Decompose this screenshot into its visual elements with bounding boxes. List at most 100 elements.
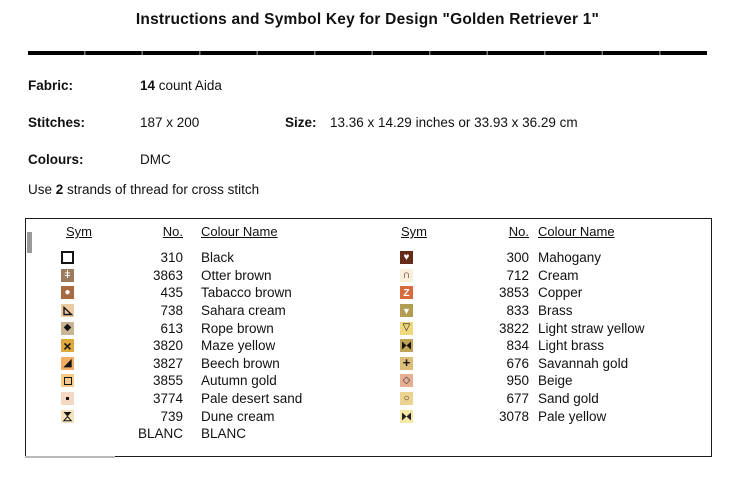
- size-value: 13.36 x 14.29 inches or 33.93 x 36.29 cm: [330, 115, 578, 130]
- key-row: × 3820 Maze yellow: [61, 337, 302, 355]
- key-row: Z 3853 Copper: [400, 284, 645, 302]
- colour-name: Savannah gold: [538, 355, 629, 371]
- header-name-right: Colour Name: [538, 224, 615, 239]
- colour-number: 677: [506, 391, 529, 407]
- symbol-cell: [61, 409, 75, 423]
- header-sym-right: Sym: [401, 224, 427, 239]
- symbol-glyph: ○: [403, 392, 410, 404]
- fabric-label: Fabric:: [28, 78, 74, 93]
- symbol-glyph: ◢: [63, 357, 72, 370]
- colours-row: Colours: DMC: [28, 152, 171, 167]
- colour-number: 613: [160, 320, 183, 336]
- symbol-swatch: ◢: [61, 356, 74, 370]
- key-row: ◇ 950 Beige: [400, 372, 645, 390]
- strands-note: Use 2 strands of thread for cross stitch: [28, 182, 260, 197]
- symbol-swatch: [400, 339, 413, 353]
- colour-number: 3820: [152, 338, 183, 354]
- colour-name: Dune cream: [201, 408, 275, 424]
- colour-name: Otter brown: [201, 267, 272, 283]
- vertical-scrollbar-thumb[interactable]: [27, 232, 32, 253]
- key-row: ▽ 3822 Light straw yellow: [400, 319, 645, 337]
- symbol-cell: [400, 339, 414, 353]
- colour-name: Black: [201, 250, 235, 266]
- symbol-cell: [61, 251, 75, 265]
- header-no-left: No.: [162, 224, 183, 239]
- symbol-swatch: ◇: [400, 374, 413, 388]
- colours-value: DMC: [140, 152, 171, 167]
- key-row: 3774 Pale desert sand: [61, 390, 302, 408]
- colour-name: Sand gold: [538, 391, 599, 407]
- symbol-swatch: ○: [400, 392, 413, 406]
- key-row: 739 Dune cream: [61, 407, 302, 425]
- symbol-cell: Z: [400, 286, 414, 300]
- symbol-cell: ○: [400, 392, 414, 406]
- symbol-swatch: +: [400, 355, 413, 371]
- colour-name: Cream: [538, 267, 579, 283]
- title-divider-line: [28, 51, 707, 55]
- colour-name: Beech brown: [201, 355, 280, 371]
- key-row: 738 Sahara cream: [61, 302, 302, 320]
- symbol-cell: [61, 392, 75, 406]
- stitches-label: Stitches:: [28, 115, 86, 130]
- symbol-glyph: +: [402, 355, 411, 371]
- colour-number: 676: [506, 355, 529, 371]
- horizontal-scrollbar-track: [25, 456, 115, 458]
- colour-number: 3855: [152, 373, 183, 389]
- colour-name: Pale yellow: [538, 408, 607, 424]
- symbol-glyph: ●: [64, 286, 71, 298]
- colour-number: 833: [506, 303, 529, 319]
- symbol-cell: ▽: [400, 321, 414, 335]
- symbol-glyph: ◆: [63, 322, 72, 334]
- colour-name: Mahogany: [538, 250, 602, 266]
- key-row: 3855 Autumn gold: [61, 372, 302, 390]
- symbol-glyph: Z: [403, 286, 410, 299]
- colour-name: Light brass: [538, 338, 605, 354]
- colour-name: Light straw yellow: [538, 320, 645, 336]
- symbol-swatch: ∩: [400, 268, 413, 282]
- key-row: 310 Black: [61, 249, 302, 267]
- colour-number: 310: [160, 250, 183, 266]
- header-name-left: Colour Name: [201, 224, 278, 239]
- key-row: ◆ 613 Rope brown: [61, 319, 302, 337]
- colour-number: 3078: [498, 408, 529, 424]
- colour-name: Autumn gold: [201, 373, 277, 389]
- symbol-swatch: ▽: [400, 321, 413, 335]
- symbol-cell: ◢: [61, 356, 75, 370]
- colour-number: BLANC: [137, 426, 183, 442]
- symbol-swatch: ▼: [400, 304, 413, 318]
- colour-name: Pale desert sand: [201, 391, 303, 407]
- colour-number: 435: [160, 285, 183, 301]
- colour-number: 300: [506, 250, 529, 266]
- colour-number: 950: [506, 373, 529, 389]
- colour-number: 3863: [152, 267, 183, 283]
- symbol-swatch: [61, 374, 74, 388]
- key-row: ♥ 300 Mahogany: [400, 249, 645, 267]
- symbol-key-table: Sym No. Colour Name Sym No. Colour Name …: [25, 218, 712, 457]
- symbol-cell: ∩: [400, 268, 414, 282]
- key-column-left: 310 Black ǂ 3863 Otter brown ● 435 Tabacco brow…: [61, 249, 302, 443]
- symbol-cell: ●: [61, 286, 75, 300]
- symbol-cell: [61, 427, 75, 441]
- fabric-row: Fabric: 14 count Aida: [28, 78, 222, 93]
- symbol-cell: ×: [61, 339, 75, 353]
- key-row: ▼ 833 Brass: [400, 302, 645, 320]
- symbol-glyph: ♥: [403, 251, 410, 263]
- colour-number: 3822: [498, 320, 529, 336]
- symbol-swatch: [61, 251, 74, 265]
- key-column-right: ♥ 300 Mahogany ∩ 712 Cream Z 3853 Copper ▼ 833 Bras…: [400, 249, 645, 425]
- symbol-glyph: ∩: [402, 269, 411, 282]
- header-sym-left: Sym: [66, 224, 92, 239]
- symbol-swatch: ×: [61, 339, 74, 353]
- colour-name: Rope brown: [201, 320, 274, 336]
- colour-number: 712: [506, 267, 529, 283]
- key-row: ○ 677 Sand gold: [400, 390, 645, 408]
- symbol-cell: [400, 409, 414, 423]
- symbol-swatch: ǂ: [61, 268, 74, 282]
- key-row: ∩ 712 Cream: [400, 267, 645, 285]
- symbol-swatch: [61, 409, 74, 423]
- symbol-swatch: Z: [400, 286, 413, 300]
- symbol-glyph: ◇: [402, 374, 411, 386]
- symbol-cell: ♥: [400, 251, 414, 265]
- symbol-cell: [61, 304, 75, 318]
- colours-label: Colours:: [28, 152, 84, 167]
